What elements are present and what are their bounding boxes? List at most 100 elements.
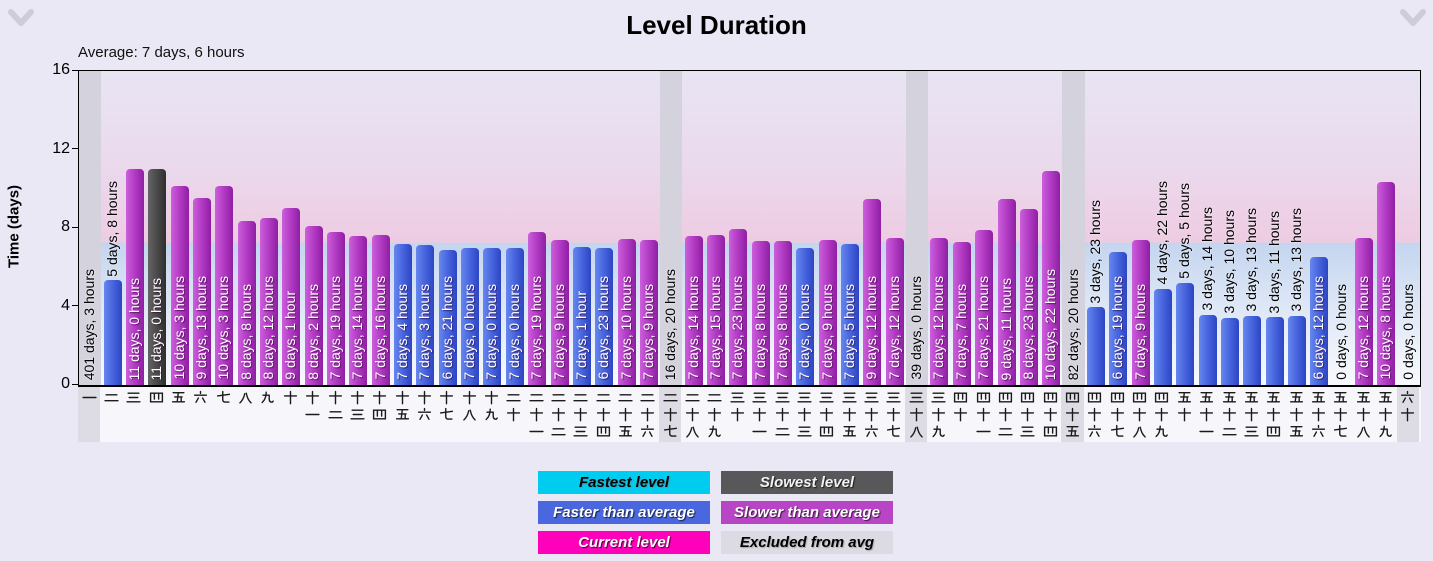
cjk-numeral-三 (797, 426, 812, 437)
cjk-numeral-二 (529, 394, 544, 402)
cjk-numeral-一 (752, 430, 767, 433)
cjk-numeral-四 (149, 392, 163, 403)
bar-level-55-faster (1288, 315, 1307, 385)
cjk-numeral-十 (820, 407, 834, 422)
y-tick-mark (72, 148, 78, 149)
cjk-numeral-七 (663, 424, 677, 437)
cjk-numeral-二 (573, 394, 588, 402)
x-label-level-57 (1330, 390, 1352, 439)
cjk-numeral-十 (306, 390, 320, 405)
x-label-level-16 (413, 390, 435, 422)
bar-level-51-faster (1198, 314, 1217, 385)
x-label-level-12 (324, 390, 346, 422)
bar-level-11-slower (304, 226, 323, 385)
cjk-numeral-五 (1378, 391, 1393, 403)
bar-level-38-excluded (905, 71, 929, 385)
bar-level-13-slower (349, 236, 368, 385)
cjk-numeral-十 (1065, 407, 1080, 422)
cjk-numeral-十 (1088, 407, 1102, 422)
y-tick-label: 8 (61, 218, 70, 235)
cjk-numeral-九 (1379, 425, 1392, 438)
y-tick-label: 0 (61, 375, 70, 392)
cjk-numeral-五 (842, 425, 856, 437)
cjk-numeral-十 (462, 390, 476, 405)
bar-level-25-slower (617, 239, 636, 385)
cjk-numeral-八 (462, 409, 476, 421)
cjk-numeral-三 (908, 392, 924, 403)
bar-level-59-slower (1377, 182, 1396, 385)
average-duration-label: Average: 7 days, 6 hours (78, 44, 245, 61)
bar-duration-label-level-51: 3 days, 14 hours (1198, 207, 1215, 311)
cjk-numeral-三 (573, 426, 588, 437)
x-label-level-56 (1307, 390, 1329, 439)
cjk-numeral-十 (909, 407, 923, 422)
cjk-numeral-十 (864, 407, 879, 422)
cjk-numeral-四 (596, 426, 610, 437)
bar-level-36-slower (863, 198, 882, 385)
cjk-numeral-六 (641, 424, 655, 438)
bar-level-1-excluded (79, 71, 102, 385)
bar-duration-label-level-40: 7 days, 7 hours (952, 284, 969, 380)
bar-duration-label-level-34: 7 days, 9 hours (818, 284, 835, 380)
cjk-numeral-三 (730, 392, 745, 403)
bar-duration-label-level-19: 7 days, 0 hours (483, 284, 500, 380)
bar-duration-label-level-4: 11 days, 0 hours (148, 277, 165, 380)
x-label-level-36 (860, 390, 882, 439)
cjk-numeral-十 (1267, 407, 1281, 422)
bar-level-8-slower (237, 221, 256, 385)
cjk-numeral-十 (775, 407, 789, 422)
bar-duration-label-level-37: 7 days, 12 hours (885, 276, 902, 380)
cjk-numeral-三 (864, 392, 879, 403)
cjk-numeral-二 (1221, 428, 1237, 436)
bar-level-39-slower (930, 237, 949, 385)
bar-level-10-slower (282, 207, 301, 385)
x-label-level-17 (436, 390, 458, 422)
cjk-numeral-九 (932, 425, 945, 438)
cjk-numeral-四 (976, 392, 990, 403)
bar-level-48-slower (1131, 240, 1150, 385)
bar-level-49-faster (1153, 288, 1172, 385)
cjk-numeral-十 (328, 390, 342, 405)
x-label-level-19 (480, 390, 502, 422)
bar-duration-label-level-27: 16 days, 20 hours (662, 268, 679, 380)
x-label-level-37 (883, 390, 905, 439)
collapse-chevron-down-icon-left[interactable] (6, 8, 36, 30)
cjk-numeral-一 (1199, 430, 1214, 433)
x-label-level-54 (1263, 390, 1285, 439)
bar-level-19-faster (483, 247, 502, 385)
bar-level-47-faster (1109, 251, 1128, 385)
x-label-level-41 (972, 390, 994, 439)
x-label-level-6 (190, 390, 212, 405)
excluded-level-highlight-1 (78, 387, 101, 442)
bar-duration-label-level-43: 8 days, 23 hours (1019, 276, 1036, 380)
x-label-level-25 (614, 390, 636, 439)
bar-level-14-slower (371, 234, 390, 385)
cjk-numeral-十 (507, 407, 521, 422)
bar-level-29-slower (706, 235, 725, 385)
bar-level-2-faster (103, 280, 122, 385)
collapse-chevron-down-icon-right[interactable] (1398, 8, 1428, 30)
bar-level-30-slower (729, 228, 748, 385)
cjk-numeral-二 (707, 394, 723, 402)
bar-duration-label-level-22: 7 days, 9 hours (550, 284, 567, 380)
cjk-numeral-七 (440, 407, 454, 420)
x-label-level-1 (78, 390, 100, 405)
cjk-numeral-四 (1155, 392, 1169, 403)
cjk-numeral-十 (1244, 407, 1258, 422)
cjk-numeral-十 (641, 407, 655, 422)
cjk-numeral-十 (730, 407, 744, 422)
bar-duration-label-level-25: 7 days, 10 hours (617, 276, 634, 380)
cjk-numeral-五 (1244, 391, 1258, 403)
x-label-level-30 (726, 390, 748, 422)
bar-duration-label-level-50: 5 days, 5 hours (1176, 183, 1193, 279)
cjk-numeral-十 (1378, 407, 1393, 422)
cjk-numeral-五 (1065, 425, 1080, 437)
x-label-level-14 (369, 390, 391, 422)
bar-duration-label-level-6: 9 days, 13 hours (192, 276, 209, 380)
cjk-numeral-二 (774, 428, 790, 436)
x-label-level-35 (838, 390, 860, 439)
x-label-level-40 (950, 390, 972, 422)
cjk-numeral-一 (82, 396, 97, 399)
legend-item-fastest-level: Fastest level (538, 471, 710, 494)
